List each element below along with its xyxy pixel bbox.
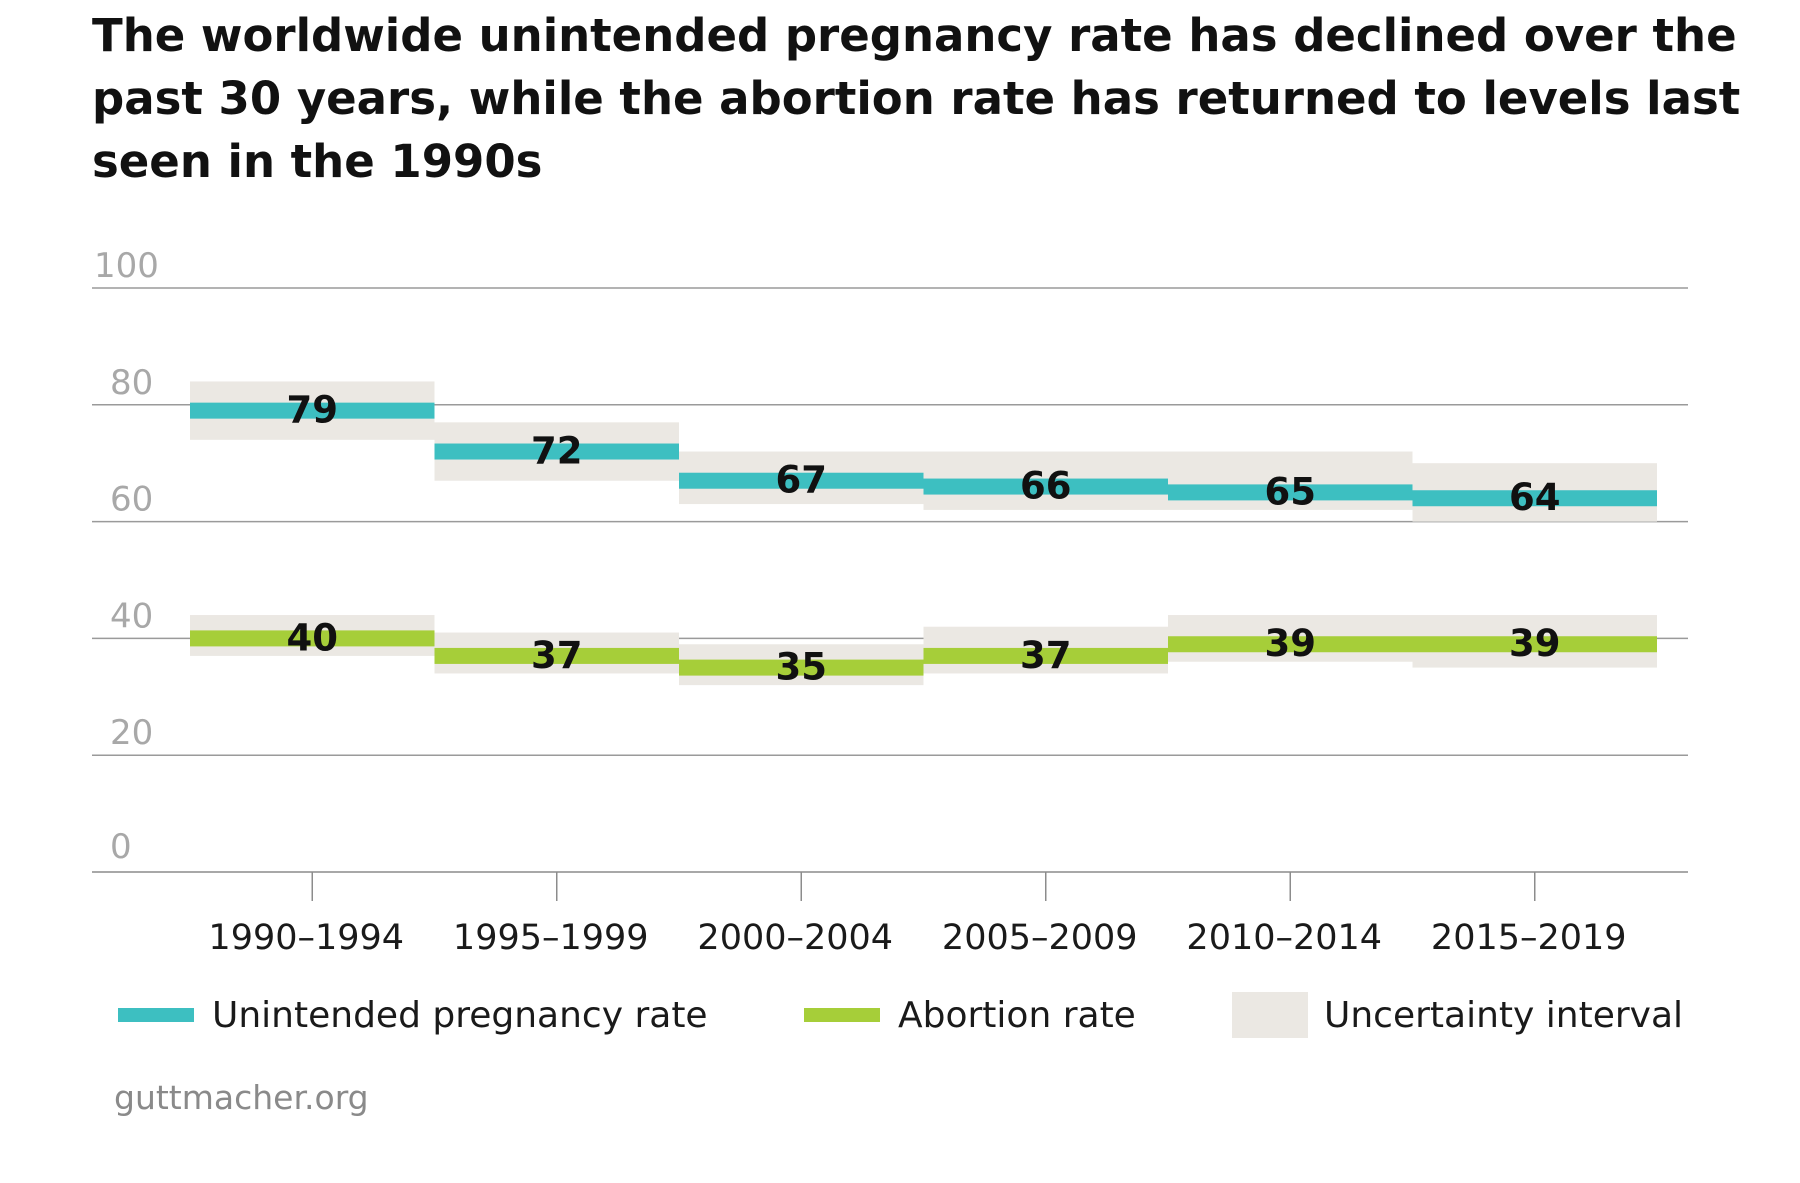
chart-title: The worldwide unintended pregnancy rate … xyxy=(92,9,1741,188)
data-label-s0-1: 72 xyxy=(531,430,583,473)
data-label-s1-0: 40 xyxy=(287,616,339,659)
x-tick-label-2: 2000–2004 xyxy=(697,918,893,958)
y-tick-label-60: 60 xyxy=(110,480,153,520)
step-mark-s1-2 xyxy=(679,659,924,676)
x-tick-label-4: 2010–2014 xyxy=(1186,918,1382,958)
y-tick-label-20: 20 xyxy=(110,713,153,753)
legend-label-abortion: Abortion rate xyxy=(898,994,1136,1036)
step-mark-s0-4 xyxy=(1168,484,1413,501)
y-tick-label-100: 100 xyxy=(94,246,159,286)
series-steps xyxy=(190,402,1657,676)
data-label-s0-4: 65 xyxy=(1265,470,1317,513)
legend-swatch-unintended xyxy=(118,1008,194,1022)
legend-swatch-abortion xyxy=(804,1008,880,1022)
step-mark-s0-0 xyxy=(190,402,435,419)
x-axis: 1990–1994 1995–1999 2000–2004 2005–2009 2010… xyxy=(208,872,1627,958)
data-label-s0-2: 67 xyxy=(776,459,828,502)
legend-swatch-interval xyxy=(1232,992,1308,1038)
source-credit: guttmacher.org xyxy=(114,1078,369,1117)
gridlines: 0 20 40 60 80 100 xyxy=(92,246,1688,873)
data-label-s0-3: 66 xyxy=(1020,465,1072,508)
step-mark-s0-5 xyxy=(1412,490,1657,507)
y-tick-label-40: 40 xyxy=(110,596,153,636)
x-tick-label-5: 2015–2019 xyxy=(1431,918,1627,958)
step-mark-s0-3 xyxy=(923,478,1168,495)
data-labels: 79 72 67 66 65 64 40 37 35 37 39 39 xyxy=(287,389,1561,689)
legend-label-unintended: Unintended pregnancy rate xyxy=(212,994,708,1036)
x-tick-label-3: 2005–2009 xyxy=(942,918,1138,958)
step-mark-s0-1 xyxy=(434,443,679,460)
step-mark-s1-5 xyxy=(1412,636,1657,653)
step-mark-s1-4 xyxy=(1168,636,1413,653)
step-mark-s1-1 xyxy=(434,647,679,664)
data-label-s1-3: 37 xyxy=(1020,634,1072,677)
y-tick-label-0: 0 xyxy=(110,827,132,867)
data-label-s1-5: 39 xyxy=(1509,622,1561,665)
step-mark-s0-2 xyxy=(679,472,924,489)
y-tick-label-80: 80 xyxy=(110,363,153,403)
step-mark-s1-3 xyxy=(923,647,1168,664)
legend-item-abortion: Abortion rate xyxy=(804,992,1136,1038)
data-label-s1-1: 37 xyxy=(531,634,583,677)
step-mark-s1-0 xyxy=(190,630,435,647)
data-label-s0-5: 64 xyxy=(1509,476,1561,519)
data-label-s1-4: 39 xyxy=(1265,622,1317,665)
x-tick-label-1: 1995–1999 xyxy=(453,918,649,958)
x-tick-label-0: 1990–1994 xyxy=(208,918,404,958)
data-label-s0-0: 79 xyxy=(287,389,339,432)
legend-item-interval: Uncertainty interval xyxy=(1232,992,1683,1038)
legend-item-unintended: Unintended pregnancy rate xyxy=(118,992,708,1038)
legend-label-interval: Uncertainty interval xyxy=(1324,994,1684,1036)
data-label-s1-2: 35 xyxy=(776,646,828,689)
